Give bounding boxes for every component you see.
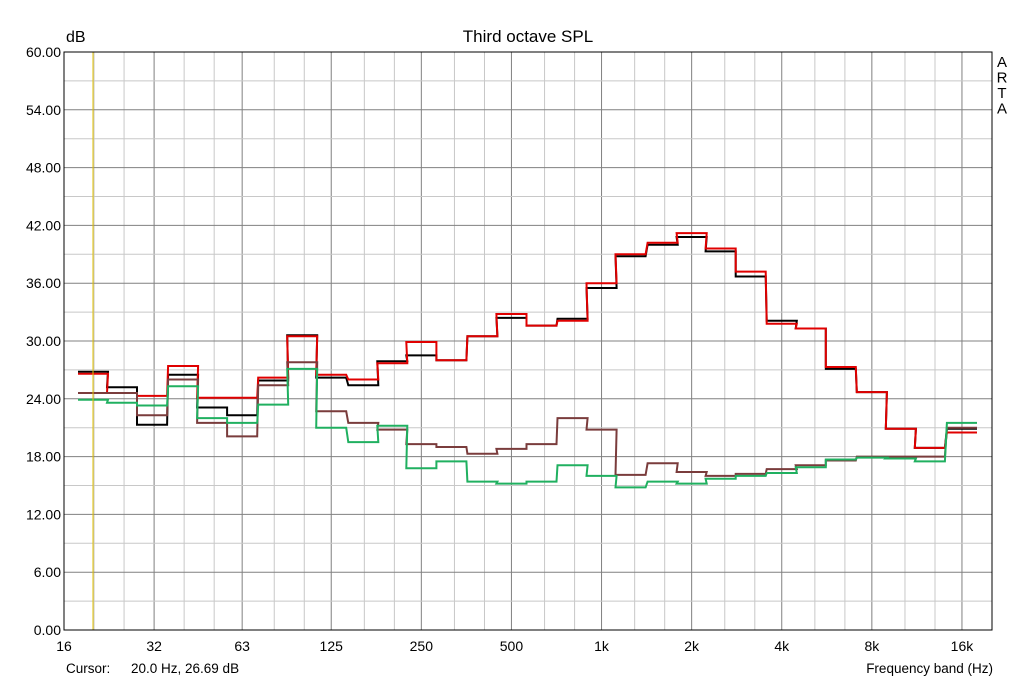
x-tick-label: 250 (410, 638, 434, 654)
brand-letter: T (997, 85, 1006, 102)
x-tick-label: 125 (320, 638, 344, 654)
x-axis-label: Frequency band (Hz) (866, 661, 993, 676)
x-tick-label: 4k (774, 638, 790, 654)
y-tick-label: 18.00 (26, 449, 61, 465)
x-tick-label: 32 (146, 638, 162, 654)
y-tick-label: 12.00 (26, 506, 61, 522)
y-tick-label: 0.00 (34, 622, 61, 638)
grid (63, 52, 992, 630)
x-tick-label: 8k (864, 638, 880, 654)
plot-frame (63, 51, 993, 631)
brand-letter: R (997, 70, 1008, 87)
x-tick-label: 2k (684, 638, 700, 654)
brand-letter: A (997, 54, 1007, 71)
y-tick-label: 30.00 (26, 333, 61, 349)
y-tick-label: 36.00 (26, 275, 61, 291)
y-axis-label: dB (66, 29, 86, 46)
brand-letter: A (997, 101, 1007, 118)
x-tick-label: 63 (234, 638, 250, 654)
chart-title: Third octave SPL (463, 27, 593, 46)
x-tick-label: 500 (500, 638, 524, 654)
x-axis-ticks: 16 32 63 125 250 500 1k 2k 4k 8k 16k (56, 638, 974, 654)
y-tick-label: 24.00 (26, 391, 61, 407)
y-tick-label: 42.00 (26, 217, 61, 233)
y-tick-label: 60.00 (26, 44, 61, 60)
y-tick-label: 48.00 (26, 160, 61, 176)
series-line-2 (78, 232, 977, 449)
x-tick-label: 16k (951, 638, 975, 654)
y-axis-ticks: 0.00 6.00 12.00 18.00 24.00 30.00 36.00 42.00 48… (26, 44, 61, 638)
x-tick-label: 1k (594, 638, 610, 654)
y-tick-label: 54.00 (26, 102, 61, 118)
series-line-4 (78, 367, 977, 489)
series-group (78, 232, 977, 489)
cursor-readout: 20.0 Hz, 26.69 dB (131, 661, 239, 676)
y-tick-label: 6.00 (34, 564, 61, 580)
x-tick-label: 16 (56, 638, 72, 654)
cursor-label: Cursor: (66, 661, 110, 676)
